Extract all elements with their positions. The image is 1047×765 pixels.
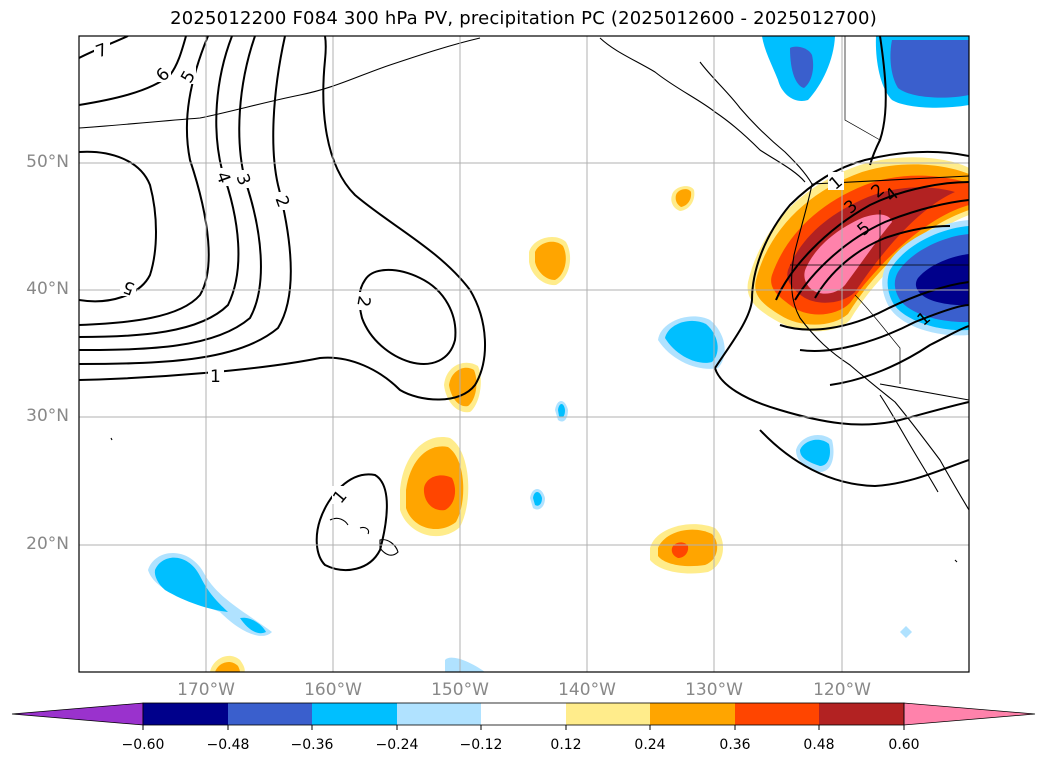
colorbar-bin [735,703,819,725]
pv-contour-coast-1 [714,150,969,369]
lon-label-120w: 120°W [813,680,871,700]
colorbar-bin [312,703,397,725]
colorbar-tick-label: 0.36 [719,737,751,753]
lat-label-50n: 50°N [26,152,69,172]
map-title: 2025012200 F084 300 hPa PV, precipitatio… [170,8,877,29]
contour-label: 1 [210,367,221,387]
precip-blob-e-red [671,542,689,558]
pv-contour-1 [79,36,487,401]
colorbar-bin [143,703,228,725]
lat-label-40n: 40°N [26,279,69,299]
pv-contour-coast-2 [714,367,969,426]
border-canada-interior [844,36,881,141]
pv-contour-coast-4 [794,199,969,301]
coast-us-west [791,183,969,511]
precip-neg-e-in [533,492,542,506]
pv-contour-3 [79,36,262,351]
coastlines [79,36,969,563]
pv-contours [79,36,969,571]
colorbar-tick-label: 0.12 [550,737,582,753]
lat-label-30n: 30°N [26,406,69,426]
contour-label: 2 [352,294,374,308]
precip-blob-a-in [675,189,692,207]
precip-blob-d-red [423,475,456,511]
precip-neg-d-in [558,404,565,418]
colorbar-extend-high [903,702,1036,726]
precip-north-blue [790,46,814,88]
precip-neg-g [900,626,912,638]
lon-label-130w: 130°W [685,680,743,700]
colorbar-bin [566,703,650,725]
pv-contour-coast-8 [829,325,969,386]
colorbar-bin [397,703,481,725]
colorbar-tick-label: 0.60 [888,737,920,753]
precip-westcoast-pink [804,214,892,294]
colorbar [11,702,1036,730]
lon-label-150w: 150°W [431,680,489,700]
precip-blob-f-in [215,661,240,672]
pv-contour-coast-5 [814,225,951,299]
precip-neg-b-in [800,439,830,466]
coast-bc [699,61,813,185]
colorbar-bin [481,703,566,725]
border-state-2 [854,294,901,384]
island-dot [110,437,113,441]
precip-blob-b-in [535,241,566,280]
colorbar-tick-label: −0.36 [290,737,334,753]
border-us-mexico [879,383,969,401]
precip-neg-c2 [240,617,266,634]
pv-contour-north [869,36,887,166]
precip-neg-a-in [665,320,718,363]
hawaii [329,517,399,556]
coast-alaska-se [599,37,806,183]
graticule [79,36,969,672]
precip-neg-c-in [154,557,228,612]
precip-neg-f [445,657,485,672]
pv-contour-5a [79,150,157,303]
coast-baja [879,394,939,493]
pv-contour-coast-3 [775,181,969,301]
colorbar-tick-label: 0.24 [634,737,666,753]
pv-contour-2-loop [358,268,457,365]
colorbar-bin [228,703,312,725]
colorbar-tick-label: −0.24 [375,737,419,753]
lon-label-140w: 140°W [558,680,616,700]
map-background [79,36,969,672]
pv-contour-2 [79,36,292,365]
coast-aleutians [79,37,481,129]
precip-northeast-blue [890,40,969,98]
map-frame [78,35,970,673]
pv-contour-4 [79,36,240,338]
colorbar-tick-label: −0.48 [206,737,250,753]
colorbar-tick-label: −0.60 [121,737,165,753]
colorbar-tick-label: −0.12 [459,737,503,753]
colorbar-bin [819,703,904,725]
precip-shading [148,36,969,672]
pv-contour-coast-7 [799,304,969,352]
lon-label-160w: 160°W [304,680,362,700]
lon-label-170w: 170°W [177,680,235,700]
lat-label-20n: 20°N [26,534,69,554]
pv-contour-5b [79,36,210,326]
pv-contour-coast-6 [779,281,969,331]
colorbar-bin [650,703,735,725]
colorbar-frame [142,702,905,726]
island-dot-2 [954,559,958,563]
colorbar-tick-label: 0.48 [803,737,835,753]
colorbar-extend-low [11,702,144,726]
pv-contour-south [759,429,969,488]
